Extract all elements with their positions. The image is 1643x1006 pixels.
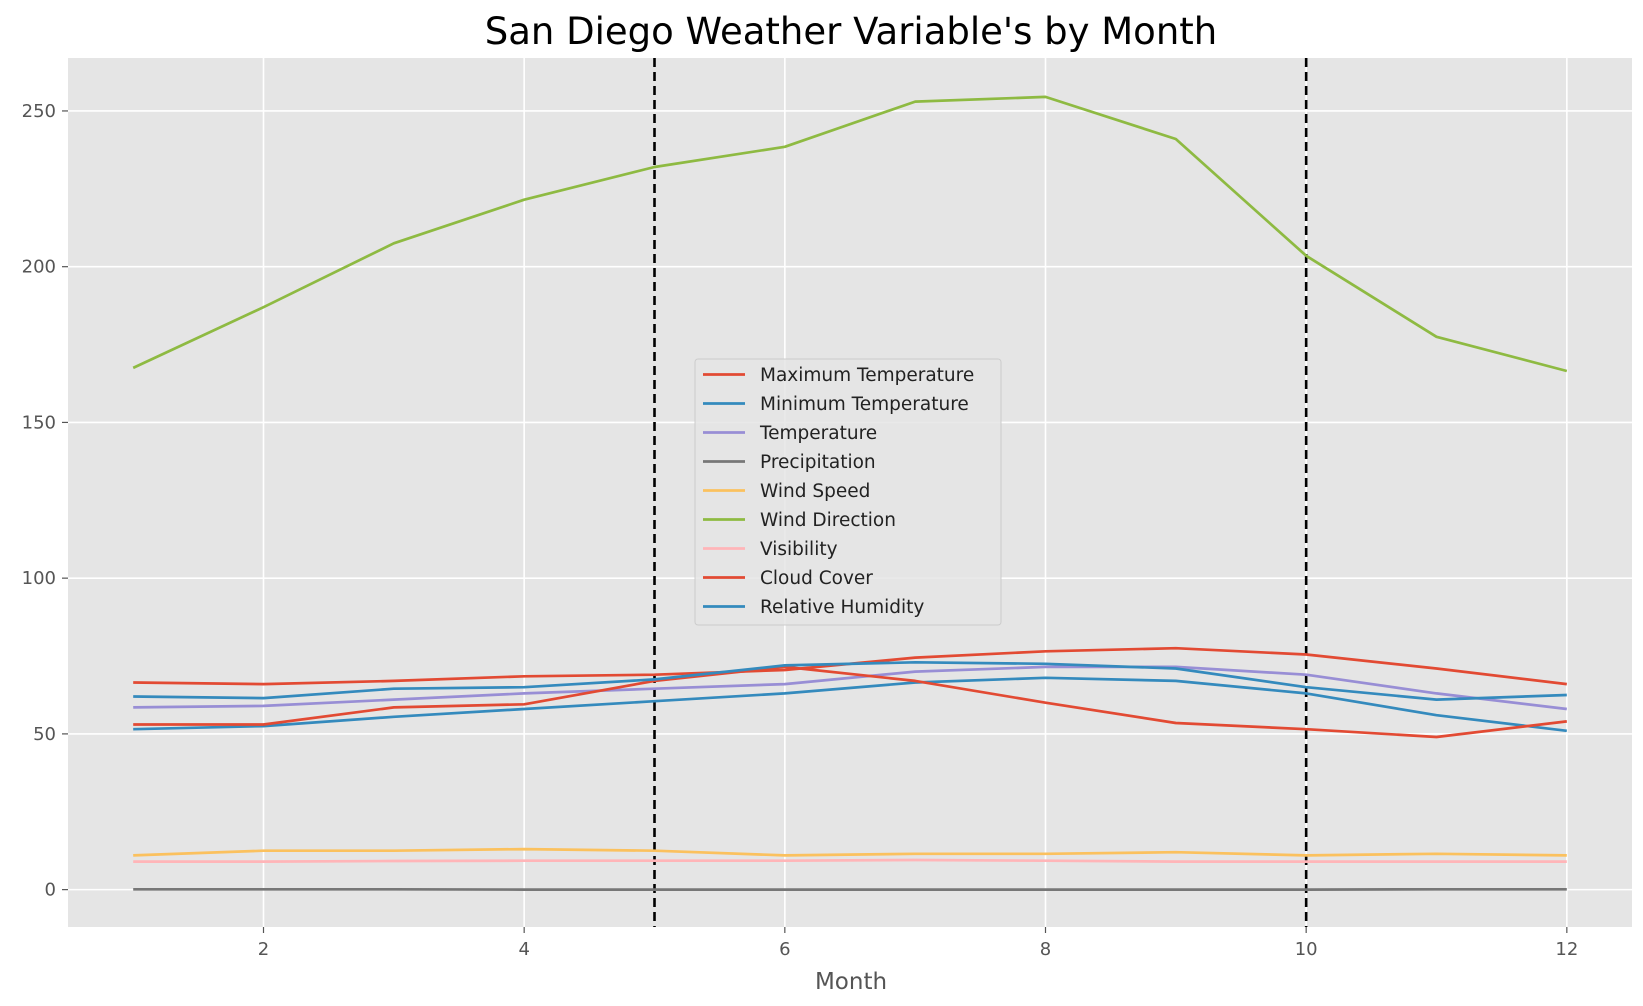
legend-label-wind-direction: Wind Direction: [760, 510, 896, 531]
reference-lines: [653, 58, 1308, 927]
series-line-visibility: [133, 858, 1567, 863]
y-tick-label: 0: [45, 880, 56, 901]
legend-box: [694, 358, 1002, 626]
y-tick-label: 150: [22, 412, 56, 433]
legend-label-cloud-cover: Cloud Cover: [760, 568, 873, 589]
x-tick-label: 2: [258, 939, 269, 960]
series-line-wind-speed: [133, 847, 1567, 857]
series-line-relative-humidity: [133, 660, 1567, 701]
legend: Maximum Temperature Minimum Temperature Te…: [694, 358, 1002, 626]
chart-title: San Diego Weather Variable's by Month: [485, 10, 1217, 53]
legend-label-wind-speed: Wind Speed: [760, 481, 870, 502]
legend-label-maximum-temperature: Maximum Temperature: [760, 365, 974, 386]
y-tick-label: 50: [33, 724, 56, 745]
series-line-cloud-cover: [133, 665, 1567, 739]
x-tick-label: 8: [1040, 939, 1051, 960]
series-lines: [132, 95, 1568, 891]
x-axis-ticks: 2 4 6 8 10 12: [258, 927, 1578, 960]
y-tick-label: 100: [22, 568, 56, 589]
legend-label-temperature: Temperature: [759, 423, 877, 444]
series-line-minimum-temperature: [133, 676, 1567, 733]
y-axis-ticks: 0 50 100 150 200 250: [22, 101, 68, 901]
legend-label-precipitation: Precipitation: [760, 452, 876, 473]
legend-label-visibility: Visibility: [760, 539, 838, 560]
x-tick-label: 10: [1295, 939, 1318, 960]
legend-label-relative-humidity: Relative Humidity: [760, 597, 924, 618]
series-line-temperature: [133, 665, 1567, 711]
legend-label-minimum-temperature: Minimum Temperature: [760, 394, 969, 415]
x-tick-label: 12: [1555, 939, 1578, 960]
x-tick-label: 6: [779, 939, 790, 960]
series-line-wind-direction: [132, 95, 1568, 373]
y-tick-label: 200: [22, 257, 56, 278]
x-tick-label: 4: [518, 939, 529, 960]
x-axis-label: Month: [815, 969, 887, 995]
y-tick-label: 250: [22, 101, 56, 122]
